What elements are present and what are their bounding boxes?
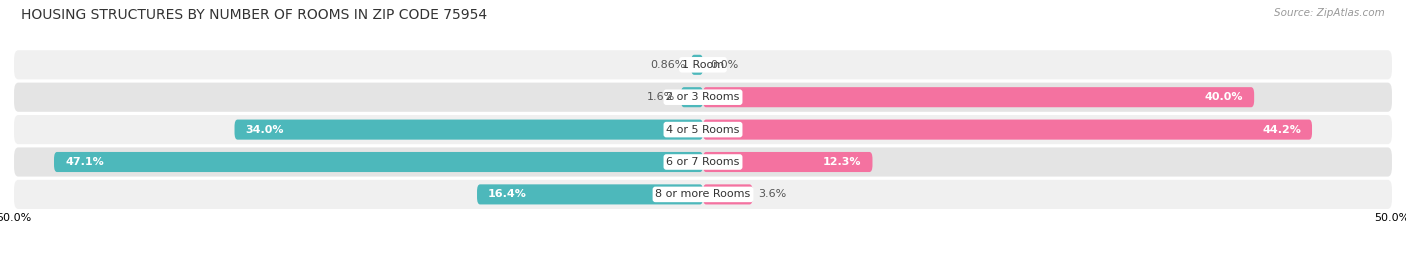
FancyBboxPatch shape <box>703 184 752 204</box>
Text: 47.1%: 47.1% <box>65 157 104 167</box>
FancyBboxPatch shape <box>14 83 1392 112</box>
Text: 4 or 5 Rooms: 4 or 5 Rooms <box>666 124 740 135</box>
Text: 34.0%: 34.0% <box>246 124 284 135</box>
FancyBboxPatch shape <box>703 87 1254 107</box>
FancyBboxPatch shape <box>703 152 873 172</box>
Text: 2 or 3 Rooms: 2 or 3 Rooms <box>666 92 740 102</box>
Text: HOUSING STRUCTURES BY NUMBER OF ROOMS IN ZIP CODE 75954: HOUSING STRUCTURES BY NUMBER OF ROOMS IN… <box>21 8 488 22</box>
Text: 0.86%: 0.86% <box>650 60 686 70</box>
FancyBboxPatch shape <box>14 147 1392 177</box>
FancyBboxPatch shape <box>14 180 1392 209</box>
Text: 16.4%: 16.4% <box>488 189 527 200</box>
FancyBboxPatch shape <box>681 87 703 107</box>
FancyBboxPatch shape <box>53 152 703 172</box>
Text: Source: ZipAtlas.com: Source: ZipAtlas.com <box>1274 8 1385 18</box>
FancyBboxPatch shape <box>14 115 1392 144</box>
FancyBboxPatch shape <box>703 120 1312 140</box>
Text: 6 or 7 Rooms: 6 or 7 Rooms <box>666 157 740 167</box>
Text: 3.6%: 3.6% <box>758 189 786 200</box>
FancyBboxPatch shape <box>692 55 703 75</box>
Text: 1 Room: 1 Room <box>682 60 724 70</box>
FancyBboxPatch shape <box>477 184 703 204</box>
Text: 44.2%: 44.2% <box>1263 124 1301 135</box>
Text: 40.0%: 40.0% <box>1205 92 1243 102</box>
Text: 1.6%: 1.6% <box>647 92 675 102</box>
FancyBboxPatch shape <box>235 120 703 140</box>
Text: 12.3%: 12.3% <box>823 157 862 167</box>
FancyBboxPatch shape <box>14 50 1392 79</box>
Text: 0.0%: 0.0% <box>710 60 738 70</box>
Text: 8 or more Rooms: 8 or more Rooms <box>655 189 751 200</box>
